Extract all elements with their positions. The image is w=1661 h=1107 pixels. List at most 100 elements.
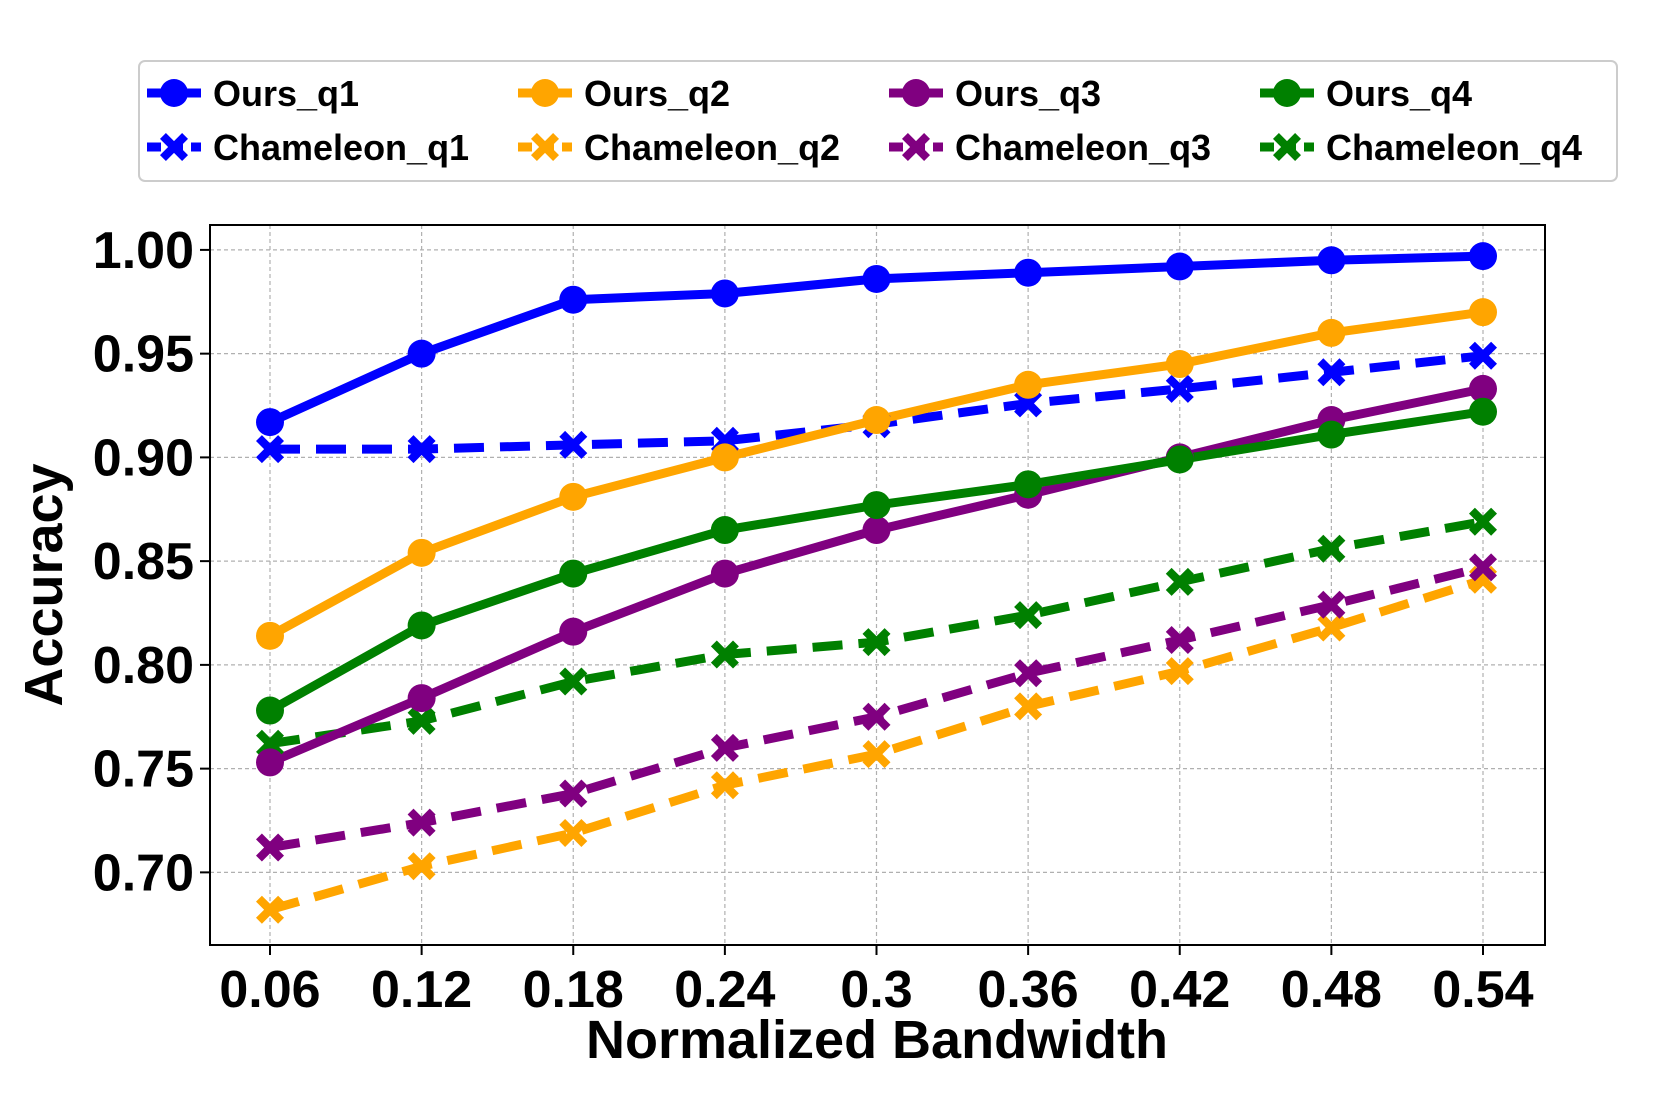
- y-tick-label: 0.90: [93, 429, 194, 487]
- legend-label: Ours_q1: [213, 73, 359, 114]
- point-ours-q3: [256, 748, 284, 777]
- legend-marker: [1273, 133, 1301, 161]
- legend-entry-chameleon-q2: Chameleon_q2: [518, 127, 840, 168]
- point-chameleon-q2: [559, 819, 588, 847]
- point-ours-q1: [256, 408, 284, 437]
- legend-label: Ours_q4: [1326, 73, 1472, 114]
- legend-entry-chameleon-q4: Chameleon_q4: [1260, 127, 1582, 168]
- point-chameleon-q4: [1469, 507, 1497, 536]
- point-ours-q2: [1469, 298, 1497, 327]
- point-ours-q2: [1165, 350, 1194, 379]
- point-chameleon-q3: [1014, 659, 1043, 688]
- point-ours-q4: [1165, 445, 1194, 474]
- x-tick-label: 0.48: [1281, 961, 1382, 1019]
- x-tick-label: 0.42: [1129, 961, 1230, 1019]
- x-tick-label: 0.06: [219, 961, 320, 1019]
- point-ours-q4: [256, 696, 284, 725]
- point-chameleon-q4: [559, 667, 588, 696]
- x-tick-label: 0.24: [674, 961, 775, 1019]
- legend-marker: [902, 79, 930, 107]
- point-chameleon-q2: [256, 895, 284, 924]
- legend-entry-ours-q3: Ours_q3: [889, 73, 1101, 114]
- point-ours-q3: [559, 617, 588, 646]
- legend-label: Chameleon_q1: [213, 127, 469, 168]
- point-chameleon-q2: [862, 740, 891, 769]
- point-ours-q4: [559, 559, 588, 588]
- x-tick-label: 0.36: [978, 961, 1079, 1019]
- point-ours-q1: [407, 339, 436, 368]
- y-axis-label: Accuracy: [14, 463, 74, 706]
- legend-entry-ours-q1: Ours_q1: [147, 73, 359, 114]
- point-chameleon-q4: [1165, 567, 1194, 596]
- point-ours-q2: [862, 406, 891, 435]
- point-chameleon-q1: [1469, 341, 1497, 370]
- legend-marker: [1273, 79, 1301, 107]
- point-chameleon-q3: [559, 779, 588, 808]
- point-chameleon-q1: [1165, 374, 1194, 403]
- point-ours-q2: [559, 482, 588, 511]
- point-ours-q4: [1469, 397, 1497, 426]
- point-chameleon-q2: [710, 771, 739, 800]
- legend-entry-ours-q2: Ours_q2: [518, 73, 730, 114]
- point-ours-q3: [710, 559, 739, 588]
- point-ours-q2: [1014, 370, 1043, 399]
- point-ours-q2: [710, 443, 739, 472]
- x-tick-label: 0.12: [371, 961, 472, 1019]
- point-chameleon-q3: [256, 833, 284, 862]
- point-chameleon-q3: [862, 702, 891, 731]
- point-chameleon-q1: [1317, 358, 1346, 387]
- x-tick-label: 0.3: [840, 961, 912, 1019]
- point-ours-q1: [710, 279, 739, 308]
- legend-label: Chameleon_q2: [584, 127, 840, 168]
- point-chameleon-q1: [407, 435, 436, 464]
- point-chameleon-q4: [1014, 601, 1043, 630]
- legend-label: Ours_q3: [955, 73, 1101, 114]
- y-tick-label: 1.00: [93, 222, 194, 280]
- y-tick-label: 0.75: [93, 741, 194, 799]
- legend-marker: [531, 133, 559, 161]
- point-chameleon-q3: [710, 733, 739, 762]
- point-ours-q4: [862, 491, 891, 520]
- y-tick-label: 0.95: [93, 326, 194, 384]
- y-tick-label: 0.70: [93, 844, 194, 902]
- legend-label: Ours_q2: [584, 73, 730, 114]
- legend-entry-chameleon-q1: Chameleon_q1: [147, 127, 469, 168]
- legend: Ours_q1 Ours_q2 Ours_q3 Ours_q4 Chameleon_q1…: [138, 60, 1618, 182]
- legend-entry-chameleon-q3: Chameleon_q3: [889, 127, 1211, 168]
- x-tick-label: 0.54: [1432, 961, 1533, 1019]
- series-line-chameleon-q3: [269, 563, 1485, 852]
- legend-marker: [160, 133, 188, 161]
- point-chameleon-q4: [1317, 534, 1346, 563]
- point-chameleon-q2: [1165, 657, 1194, 686]
- point-ours-q2: [407, 538, 436, 567]
- point-ours-q4: [1317, 420, 1346, 449]
- point-ours-q1: [1165, 252, 1194, 281]
- legend-marker: [902, 133, 930, 161]
- point-chameleon-q4: [862, 628, 891, 657]
- point-chameleon-q1: [256, 435, 284, 464]
- point-chameleon-q4: [710, 640, 739, 669]
- point-ours-q3: [407, 684, 436, 713]
- legend-label: Chameleon_q4: [1326, 127, 1582, 168]
- x-axis-label: Normalized Bandwidth: [586, 1010, 1168, 1070]
- point-chameleon-q2: [1317, 613, 1346, 642]
- x-tick-label: 0.18: [523, 961, 624, 1019]
- point-ours-q1: [862, 264, 891, 293]
- point-chameleon-q1: [559, 430, 588, 459]
- point-chameleon-q2: [1014, 692, 1043, 721]
- point-chameleon-q4: [407, 706, 436, 735]
- point-ours-q2: [1317, 318, 1346, 347]
- y-tick-label: 0.85: [93, 533, 194, 591]
- point-ours-q1: [559, 285, 588, 314]
- point-ours-q3: [1469, 374, 1497, 403]
- point-chameleon-q3: [1165, 626, 1194, 654]
- point-ours-q4: [1014, 470, 1043, 499]
- point-ours-q3: [862, 516, 891, 545]
- point-ours-q2: [256, 621, 284, 650]
- point-ours-q1: [1469, 242, 1497, 271]
- point-ours-q4: [710, 516, 739, 545]
- point-chameleon-q3: [1317, 590, 1346, 619]
- point-ours-q1: [1014, 258, 1043, 287]
- y-tick-label: 0.80: [93, 637, 194, 695]
